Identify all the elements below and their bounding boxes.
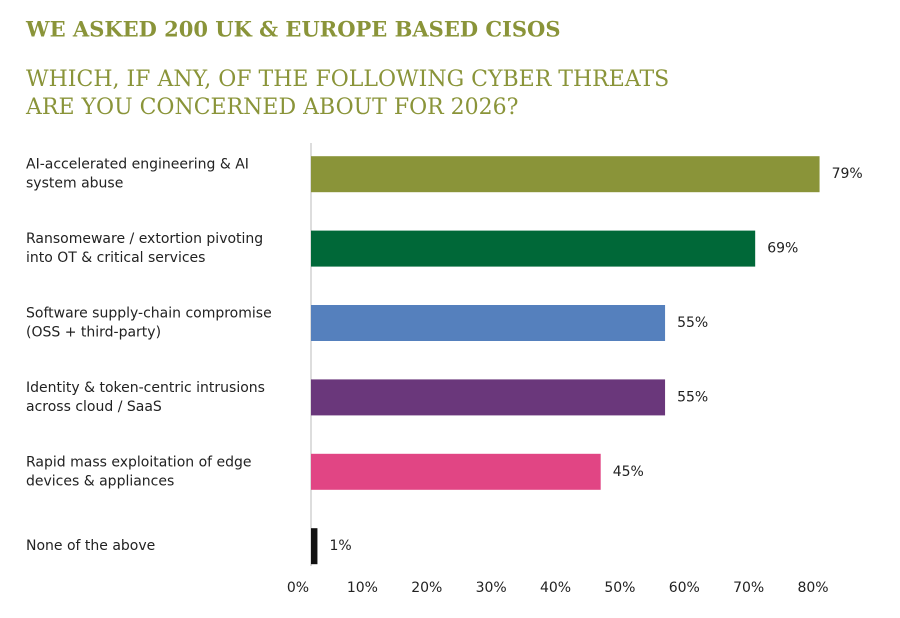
bar	[311, 156, 820, 193]
x-tick-label: 40%	[540, 580, 571, 596]
bar	[311, 453, 601, 490]
category-label: across cloud / SaaS	[26, 399, 162, 415]
category-label: Ransomeware / extortion pivoting	[26, 231, 263, 247]
category-label: devices & appliances	[26, 473, 174, 489]
category-label: Software supply-chain compromise	[26, 306, 272, 322]
bar	[311, 528, 318, 565]
bar	[311, 230, 756, 267]
category-label: AI-accelerated engineering & AI	[26, 157, 249, 173]
chart-title: WE ASKED 200 UK & EUROPE BASED CISOS	[25, 17, 561, 42]
category-label: None of the above	[26, 538, 155, 554]
value-label: 79%	[832, 166, 863, 182]
x-tick-label: 0%	[287, 580, 309, 596]
category-label: system abuse	[26, 176, 123, 192]
value-label: 55%	[677, 389, 708, 405]
category-label: Rapid mass exploitation of edge	[26, 454, 252, 470]
value-label: 45%	[613, 464, 644, 480]
chart-subtitle: WHICH, IF ANY, OF THE FOLLOWING CYBER TH…	[26, 67, 669, 92]
value-label: 69%	[767, 241, 798, 257]
x-tick-label: 70%	[733, 580, 764, 596]
x-tick-label: 20%	[411, 580, 442, 596]
x-tick-label: 50%	[604, 580, 635, 596]
x-tick-label: 10%	[347, 580, 378, 596]
value-label: 55%	[677, 315, 708, 331]
category-label: Identity & token-centric intrusions	[26, 380, 265, 396]
bar	[311, 305, 666, 341]
category-label: into OT & critical services	[26, 250, 205, 266]
bar	[311, 379, 666, 416]
category-label: (OSS + third-party)	[26, 325, 161, 341]
chart-subtitle: ARE YOU CONCERNED ABOUT FOR 2026?	[25, 95, 518, 120]
x-tick-label: 60%	[669, 580, 700, 596]
x-tick-label: 30%	[476, 580, 507, 596]
value-label: 1%	[329, 538, 351, 554]
x-tick-label: 80%	[797, 580, 828, 596]
